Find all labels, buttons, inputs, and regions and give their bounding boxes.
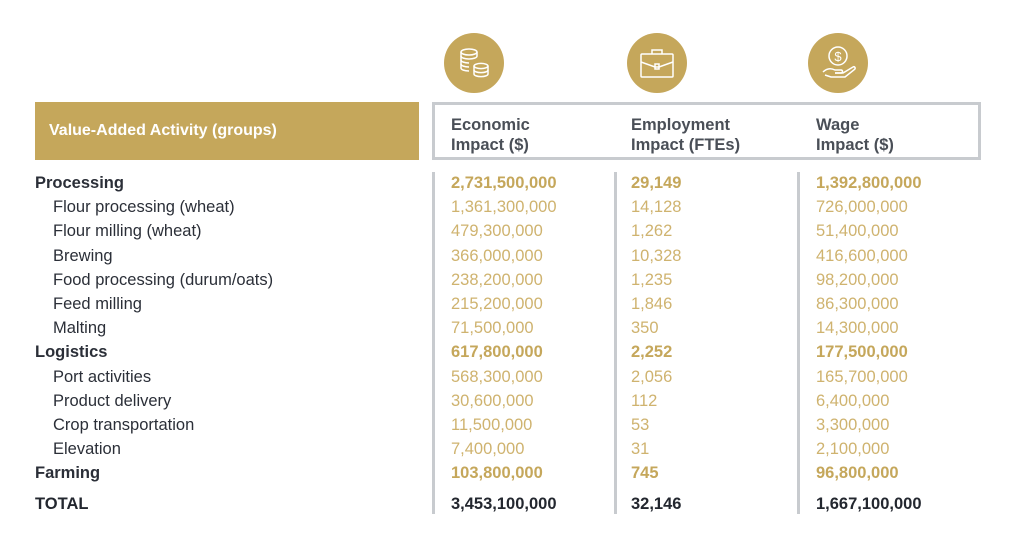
wage-impact-header: Wage Impact ($) [816,115,894,155]
impact-column-headers: Economic Impact ($) Employment Impact (FTE… [432,102,981,160]
header-line: Wage [816,116,860,134]
activity-label: Brewing [53,246,113,265]
economic-impact-value: 568,300,000 [451,367,543,386]
wage-impact-value: 1,392,800,000 [816,174,922,192]
economic-impact-value: 479,300,000 [451,222,543,241]
table-row: Flour milling (wheat) 479,300,000 1,262 51,… [0,219,1024,243]
economic-impact-value: 30,600,000 [451,391,534,410]
employment-impact-value: 10,328 [631,246,682,265]
wage-impact-value: 3,300,000 [816,416,890,434]
table-row: Brewing 366,000,000 10,328 416,600,000 [0,244,1024,268]
wage-impact-value: 6,400,000 [816,391,890,410]
table-row: TOTAL 3,453,100,000 32,146 1,667,100,000 [0,492,1024,516]
wage-impact-value: 416,600,000 [816,246,908,265]
hand-dollar-icon: $ [808,33,868,93]
briefcase-icon [627,33,687,93]
activity-label: Food processing (durum/oats) [53,270,274,289]
activity-label: Feed milling [53,295,142,313]
activity-label: Elevation [53,440,121,459]
activity-label: Malting [53,319,107,338]
economic-impact-value: 617,800,000 [451,343,543,362]
economic-impact-value: 11,500,000 [451,416,533,434]
economic-impact-value: 103,800,000 [451,464,543,483]
wage-impact-value: 86,300,000 [816,295,899,313]
header-line: Employment [631,116,731,134]
table-row: Malting 71,500,000 350 14,300,000 [0,316,1024,340]
activity-label: Port activities [53,367,152,386]
activity-label: Product delivery [53,391,172,410]
employment-impact-value: 2,056 [631,367,673,386]
header-line: Economic [451,116,530,134]
employment-impact-value: 29,149 [631,174,682,192]
header-line: Impact ($) [816,136,894,154]
employment-impact-header: Employment Impact (FTEs) [631,115,740,155]
table-row: Product delivery 30,600,000 112 6,400,000 [0,389,1024,413]
wage-impact-value: 726,000,000 [816,198,908,217]
activity-label: Crop transportation [53,416,195,434]
column-divider [614,172,617,514]
employment-impact-value: 745 [631,464,659,483]
header-line: Impact ($) [451,136,529,154]
table-row: Logistics 617,800,000 2,252 177,500,000 [0,340,1024,364]
wage-impact-value: 96,800,000 [816,464,899,483]
table-row: Elevation 7,400,000 31 2,100,000 [0,437,1024,461]
employment-impact-value: 1,262 [631,222,673,241]
wage-impact-value: 177,500,000 [816,343,908,362]
wage-impact-value: 98,200,000 [816,270,899,289]
economic-impact-header: Economic Impact ($) [451,115,530,155]
employment-impact-value: 1,846 [631,295,673,313]
column-divider [797,172,800,514]
wage-impact-value: 2,100,000 [816,440,890,459]
wage-impact-value: 165,700,000 [816,367,908,386]
table-row: Flour processing (wheat) 1,361,300,000 14,… [0,195,1024,219]
economic-impact-value: 366,000,000 [451,246,543,265]
activity-label: Flour processing (wheat) [53,198,235,217]
wage-impact-value: 51,400,000 [816,222,899,241]
svg-text:$: $ [834,49,842,64]
employment-impact-value: 32,146 [631,495,682,513]
activity-label: Flour milling (wheat) [53,222,202,241]
economic-impact-value: 3,453,100,000 [451,495,557,513]
economic-impact-value: 7,400,000 [451,440,525,459]
table-row: Crop transportation 11,500,000 53 3,300,000 [0,413,1024,437]
wage-impact-value: 1,667,100,000 [816,495,922,513]
coins-icon [444,33,504,93]
column-divider [432,172,435,514]
activity-label: Farming [35,464,101,483]
activity-label: TOTAL [35,495,89,513]
employment-impact-value: 31 [631,440,650,459]
employment-impact-value: 112 [631,391,658,410]
wage-impact-value: 14,300,000 [816,319,899,338]
economic-impact-value: 2,731,500,000 [451,174,557,192]
employment-impact-value: 14,128 [631,198,682,217]
employment-impact-value: 1,235 [631,270,673,289]
employment-impact-value: 2,252 [631,343,673,362]
economic-impact-value: 1,361,300,000 [451,198,557,217]
activity-label: Logistics [35,343,108,362]
employment-impact-value: 350 [631,319,659,338]
activity-label: Processing [35,174,124,192]
table-row: Farming 103,800,000 745 96,800,000 [0,461,1024,485]
activity-column-header: Value-Added Activity (groups) [35,102,419,160]
table-row: Food processing (durum/oats) 238,200,000 1… [0,268,1024,292]
table-row: Port activities 568,300,000 2,056 165,700,0… [0,365,1024,389]
economic-impact-value: 215,200,000 [451,295,543,313]
employment-impact-value: 53 [631,416,650,434]
table-row: Processing 2,731,500,000 29,149 1,392,800,0… [0,171,1024,195]
economic-impact-value: 238,200,000 [451,270,543,289]
economic-impact-value: 71,500,000 [451,319,534,338]
table-row: Feed milling 215,200,000 1,846 86,300,000 [0,292,1024,316]
header-line: Impact (FTEs) [631,136,741,154]
